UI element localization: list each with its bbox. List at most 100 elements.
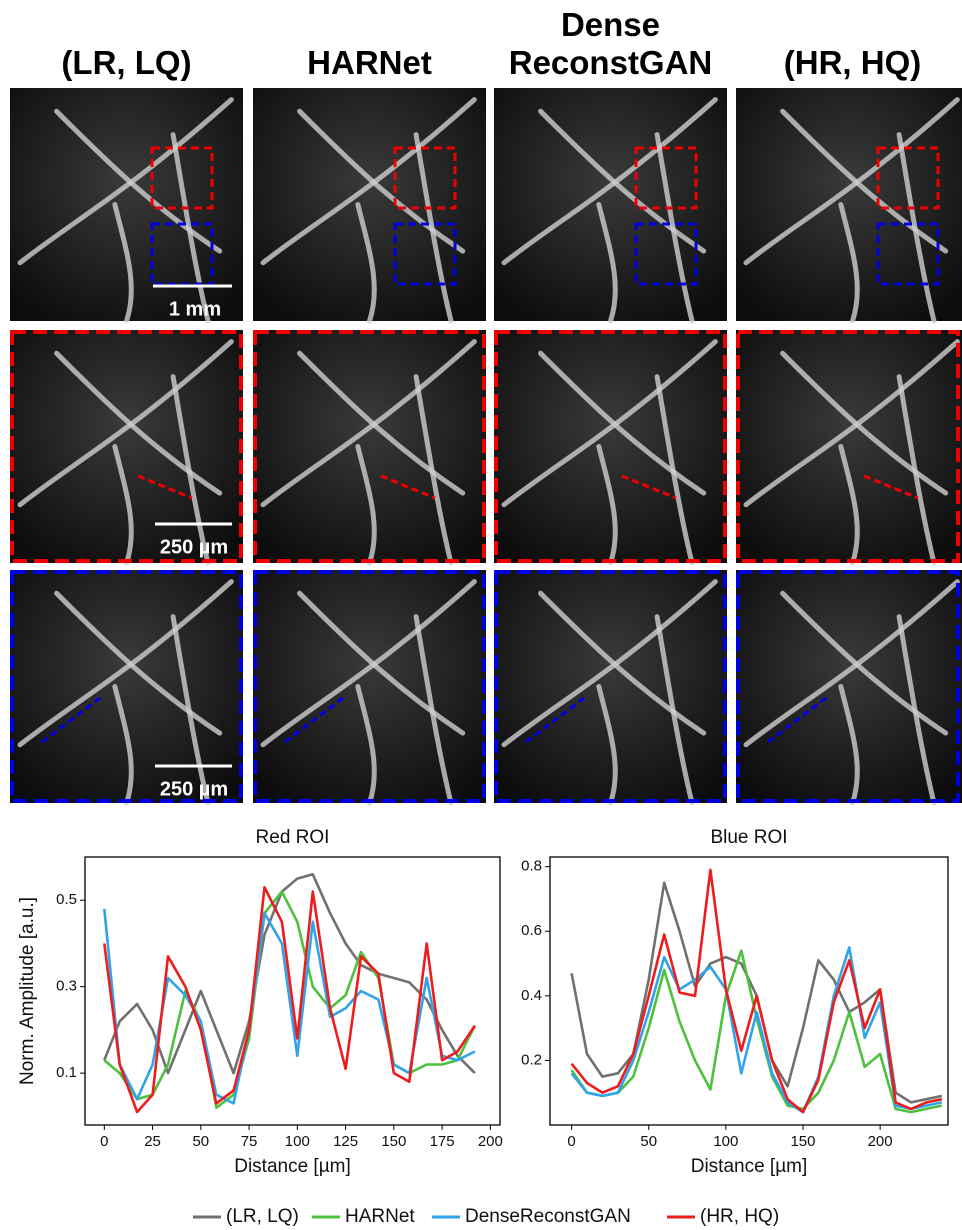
roi-frame bbox=[10, 330, 243, 563]
image-panel bbox=[494, 570, 727, 803]
x-tick-label: 0 bbox=[100, 1133, 108, 1150]
vessel bbox=[170, 132, 211, 324]
roi-box-red bbox=[876, 146, 940, 210]
vessel bbox=[654, 614, 695, 806]
vessel bbox=[596, 684, 618, 806]
legend-label: HARNet bbox=[345, 1206, 415, 1227]
scale-label: 250 µm bbox=[160, 536, 228, 558]
profile-line bbox=[380, 474, 436, 500]
profile-line bbox=[863, 474, 919, 500]
vessel bbox=[413, 374, 454, 566]
vessel bbox=[538, 590, 707, 736]
y-tick-label: 0.5 bbox=[56, 891, 77, 908]
vessel bbox=[501, 579, 718, 748]
vessel bbox=[838, 684, 860, 806]
chart-title: Blue ROI bbox=[710, 827, 787, 848]
series-line bbox=[103, 886, 476, 1114]
vessel bbox=[54, 108, 223, 254]
profile-line bbox=[621, 474, 677, 500]
image-panel bbox=[253, 570, 486, 803]
scale-label: 250 µm bbox=[160, 778, 228, 800]
y-tick-label: 0.2 bbox=[521, 1051, 542, 1068]
vessel bbox=[297, 590, 466, 736]
image-panel bbox=[494, 330, 727, 563]
legend-label: (HR, HQ) bbox=[700, 1206, 779, 1227]
roi-box-blue bbox=[393, 222, 457, 286]
vessel bbox=[355, 684, 377, 806]
x-tick-label: 200 bbox=[478, 1133, 503, 1150]
vessel bbox=[112, 202, 134, 324]
vessel bbox=[780, 350, 949, 496]
vessel bbox=[538, 350, 707, 496]
series-line bbox=[103, 890, 477, 1109]
vessel bbox=[17, 339, 234, 508]
x-tick-label: 175 bbox=[430, 1133, 455, 1150]
roi-box-red bbox=[150, 146, 214, 210]
roi-frame bbox=[494, 570, 727, 803]
vessel bbox=[17, 579, 234, 748]
image-panel bbox=[494, 88, 727, 321]
vessel bbox=[743, 97, 960, 266]
chart-title: Red ROI bbox=[256, 827, 330, 848]
vessel bbox=[355, 202, 377, 324]
vessel bbox=[596, 202, 618, 324]
roi-frame bbox=[494, 330, 727, 563]
vessel bbox=[838, 202, 860, 324]
vessel bbox=[413, 614, 454, 806]
vessel bbox=[17, 97, 234, 266]
x-tick-label: 25 bbox=[144, 1133, 161, 1150]
image-panel bbox=[10, 570, 243, 803]
column-title: (HR, HQ) bbox=[783, 44, 922, 81]
image-panel bbox=[10, 88, 243, 321]
image-panel bbox=[253, 330, 486, 563]
x-tick-label: 0 bbox=[567, 1133, 575, 1150]
vessel bbox=[538, 108, 707, 254]
roi-frame bbox=[736, 330, 960, 563]
x-tick-label: 150 bbox=[790, 1133, 815, 1150]
vessel bbox=[596, 444, 618, 566]
scale-label: 1 mm bbox=[169, 298, 221, 320]
vessel bbox=[413, 132, 454, 324]
vessel bbox=[54, 590, 223, 736]
vessel bbox=[896, 374, 937, 566]
series-line bbox=[103, 873, 476, 1075]
roi-box-blue bbox=[876, 222, 940, 286]
x-tick-label: 50 bbox=[192, 1133, 209, 1150]
vessel bbox=[780, 590, 949, 736]
roi-frame bbox=[736, 570, 960, 803]
vessel bbox=[112, 444, 134, 566]
roi-frame bbox=[253, 570, 486, 803]
vessel bbox=[297, 108, 466, 254]
vessel bbox=[170, 614, 211, 806]
vessel bbox=[743, 339, 960, 508]
x-tick-label: 75 bbox=[241, 1133, 258, 1150]
x-tick-label: 50 bbox=[640, 1133, 657, 1150]
legend-label: (LR, LQ) bbox=[226, 1206, 299, 1227]
profile-line bbox=[41, 696, 101, 744]
series-line bbox=[570, 868, 943, 1114]
vessel bbox=[838, 444, 860, 566]
vessel bbox=[780, 108, 949, 254]
x-tick-label: 100 bbox=[713, 1133, 738, 1150]
roi-frame bbox=[253, 330, 486, 563]
vessel bbox=[260, 579, 477, 748]
x-axis-label: Distance [µm] bbox=[234, 1156, 351, 1177]
image-panel bbox=[253, 88, 486, 321]
column-title: (LR, LQ) bbox=[61, 44, 192, 81]
vessel bbox=[260, 339, 477, 508]
vessel bbox=[54, 350, 223, 496]
series-line bbox=[570, 949, 943, 1114]
vessel bbox=[501, 339, 718, 508]
roi-box-red bbox=[393, 146, 457, 210]
vessel bbox=[297, 350, 466, 496]
vessel bbox=[112, 684, 134, 806]
profile-line bbox=[284, 696, 344, 744]
profile-line bbox=[525, 696, 585, 744]
roi-box-blue bbox=[150, 222, 214, 286]
roi-box-red bbox=[634, 146, 698, 210]
profile-line bbox=[767, 696, 827, 744]
y-tick-label: 0.8 bbox=[521, 858, 542, 875]
profile-line bbox=[137, 474, 193, 500]
y-tick-label: 0.1 bbox=[56, 1064, 77, 1081]
